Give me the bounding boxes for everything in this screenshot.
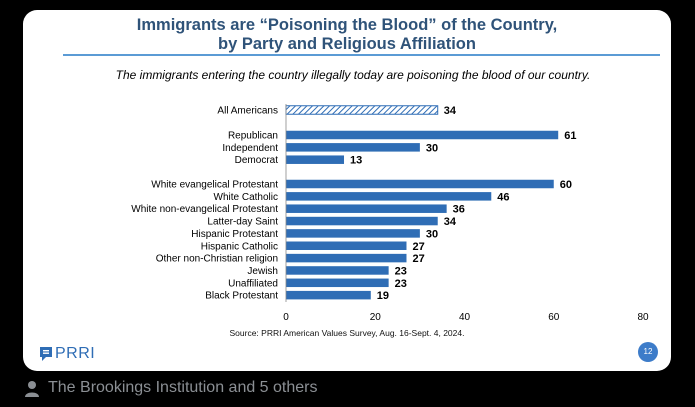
category-label-independent: Independent — [222, 143, 278, 154]
data-label-independent: 30 — [426, 142, 438, 154]
bar-all-americans — [285, 105, 439, 115]
bar-democrat — [286, 155, 345, 164]
category-label-white-evangelical-protestant: White evangelical Protestant — [151, 180, 278, 191]
attribution[interactable]: The Brookings Institution and 5 others — [24, 378, 318, 398]
category-label-democrat: Democrat — [235, 155, 279, 166]
data-label-white-catholic: 46 — [497, 191, 509, 203]
bar-white-non-evangelical-protestant — [286, 204, 447, 213]
bar-other-non-christian-religion — [286, 253, 407, 263]
data-label-black-protestant: 19 — [377, 290, 389, 302]
prri-logo: PRRI — [40, 345, 95, 363]
category-label-jewish: Jewish — [247, 266, 278, 277]
bar-white-catholic — [286, 192, 492, 201]
category-label-republican: Republican — [228, 131, 278, 142]
bar-black-protestant — [286, 290, 371, 300]
data-label-white-non-evangelical-protestant: 36 — [453, 204, 465, 216]
page-number-badge: 12 — [638, 342, 658, 362]
data-label-unaffiliated: 23 — [395, 278, 407, 290]
x-tick-label-20: 20 — [370, 312, 382, 323]
data-label-hispanic-catholic: 27 — [412, 241, 424, 253]
x-tick-label-0: 0 — [283, 312, 289, 323]
category-label-latter-day-saint: Latter-day Saint — [207, 217, 278, 228]
bar-hispanic-catholic — [286, 241, 407, 250]
prri-logo-icon — [40, 347, 52, 361]
data-label-other-non-christian-religion: 27 — [412, 253, 424, 265]
source-note: Source: PRRI American Values Survey, Aug… — [229, 328, 465, 338]
title-divider — [63, 54, 660, 56]
category-label-white-catholic: White Catholic — [214, 192, 278, 203]
category-label-hispanic-catholic: Hispanic Catholic — [201, 241, 278, 252]
bar-hispanic-protestant — [286, 229, 420, 238]
x-tick-label-60: 60 — [548, 312, 560, 323]
chart-title: Immigrants are “Poisoning the Blood” of … — [23, 16, 671, 54]
bar-independent — [286, 143, 420, 152]
data-label-hispanic-protestant: 30 — [426, 228, 438, 240]
chart-title-line-1: Immigrants are “Poisoning the Blood” of … — [136, 16, 558, 34]
category-label-hispanic-protestant: Hispanic Protestant — [191, 229, 278, 240]
data-label-all-americans: 34 — [444, 105, 457, 117]
x-tick-label-40: 40 — [459, 312, 471, 323]
category-label-white-non-evangelical-protestant: White non-evangelical Protestant — [131, 204, 278, 215]
bar-latter-day-saint — [286, 216, 438, 226]
bar-republican — [286, 130, 559, 140]
category-label-unaffiliated: Unaffiliated — [228, 278, 278, 289]
prri-logo-text: PRRI — [55, 345, 96, 362]
bar-jewish — [286, 266, 389, 275]
chart-subtitle: The immigrants entering the country ille… — [115, 68, 591, 82]
attribution-text: The Brookings Institution and 5 others — [48, 379, 318, 396]
person-icon — [25, 380, 39, 397]
data-label-jewish: 23 — [395, 265, 407, 277]
bar-white-evangelical-protestant — [286, 179, 554, 189]
data-label-white-evangelical-protestant: 60 — [560, 179, 572, 191]
category-label-other-non-christian-religion: Other non-Christian religion — [156, 254, 278, 265]
chart-title-line-2: by Party and Religious Affiliation — [218, 35, 476, 53]
bar-chart: All Americans 34 Republican 61 Independent 30… — [131, 104, 649, 323]
data-label-republican: 61 — [564, 130, 576, 142]
x-tick-label-80: 80 — [637, 312, 649, 323]
category-label-black-protestant: Black Protestant — [205, 291, 278, 302]
data-label-democrat: 13 — [350, 155, 362, 167]
data-label-latter-day-saint: 34 — [444, 216, 457, 228]
slide: Immigrants are “Poisoning the Blood” of … — [23, 10, 671, 371]
bar-unaffiliated — [286, 278, 389, 288]
category-label-all-americans: All Americans — [217, 106, 278, 117]
